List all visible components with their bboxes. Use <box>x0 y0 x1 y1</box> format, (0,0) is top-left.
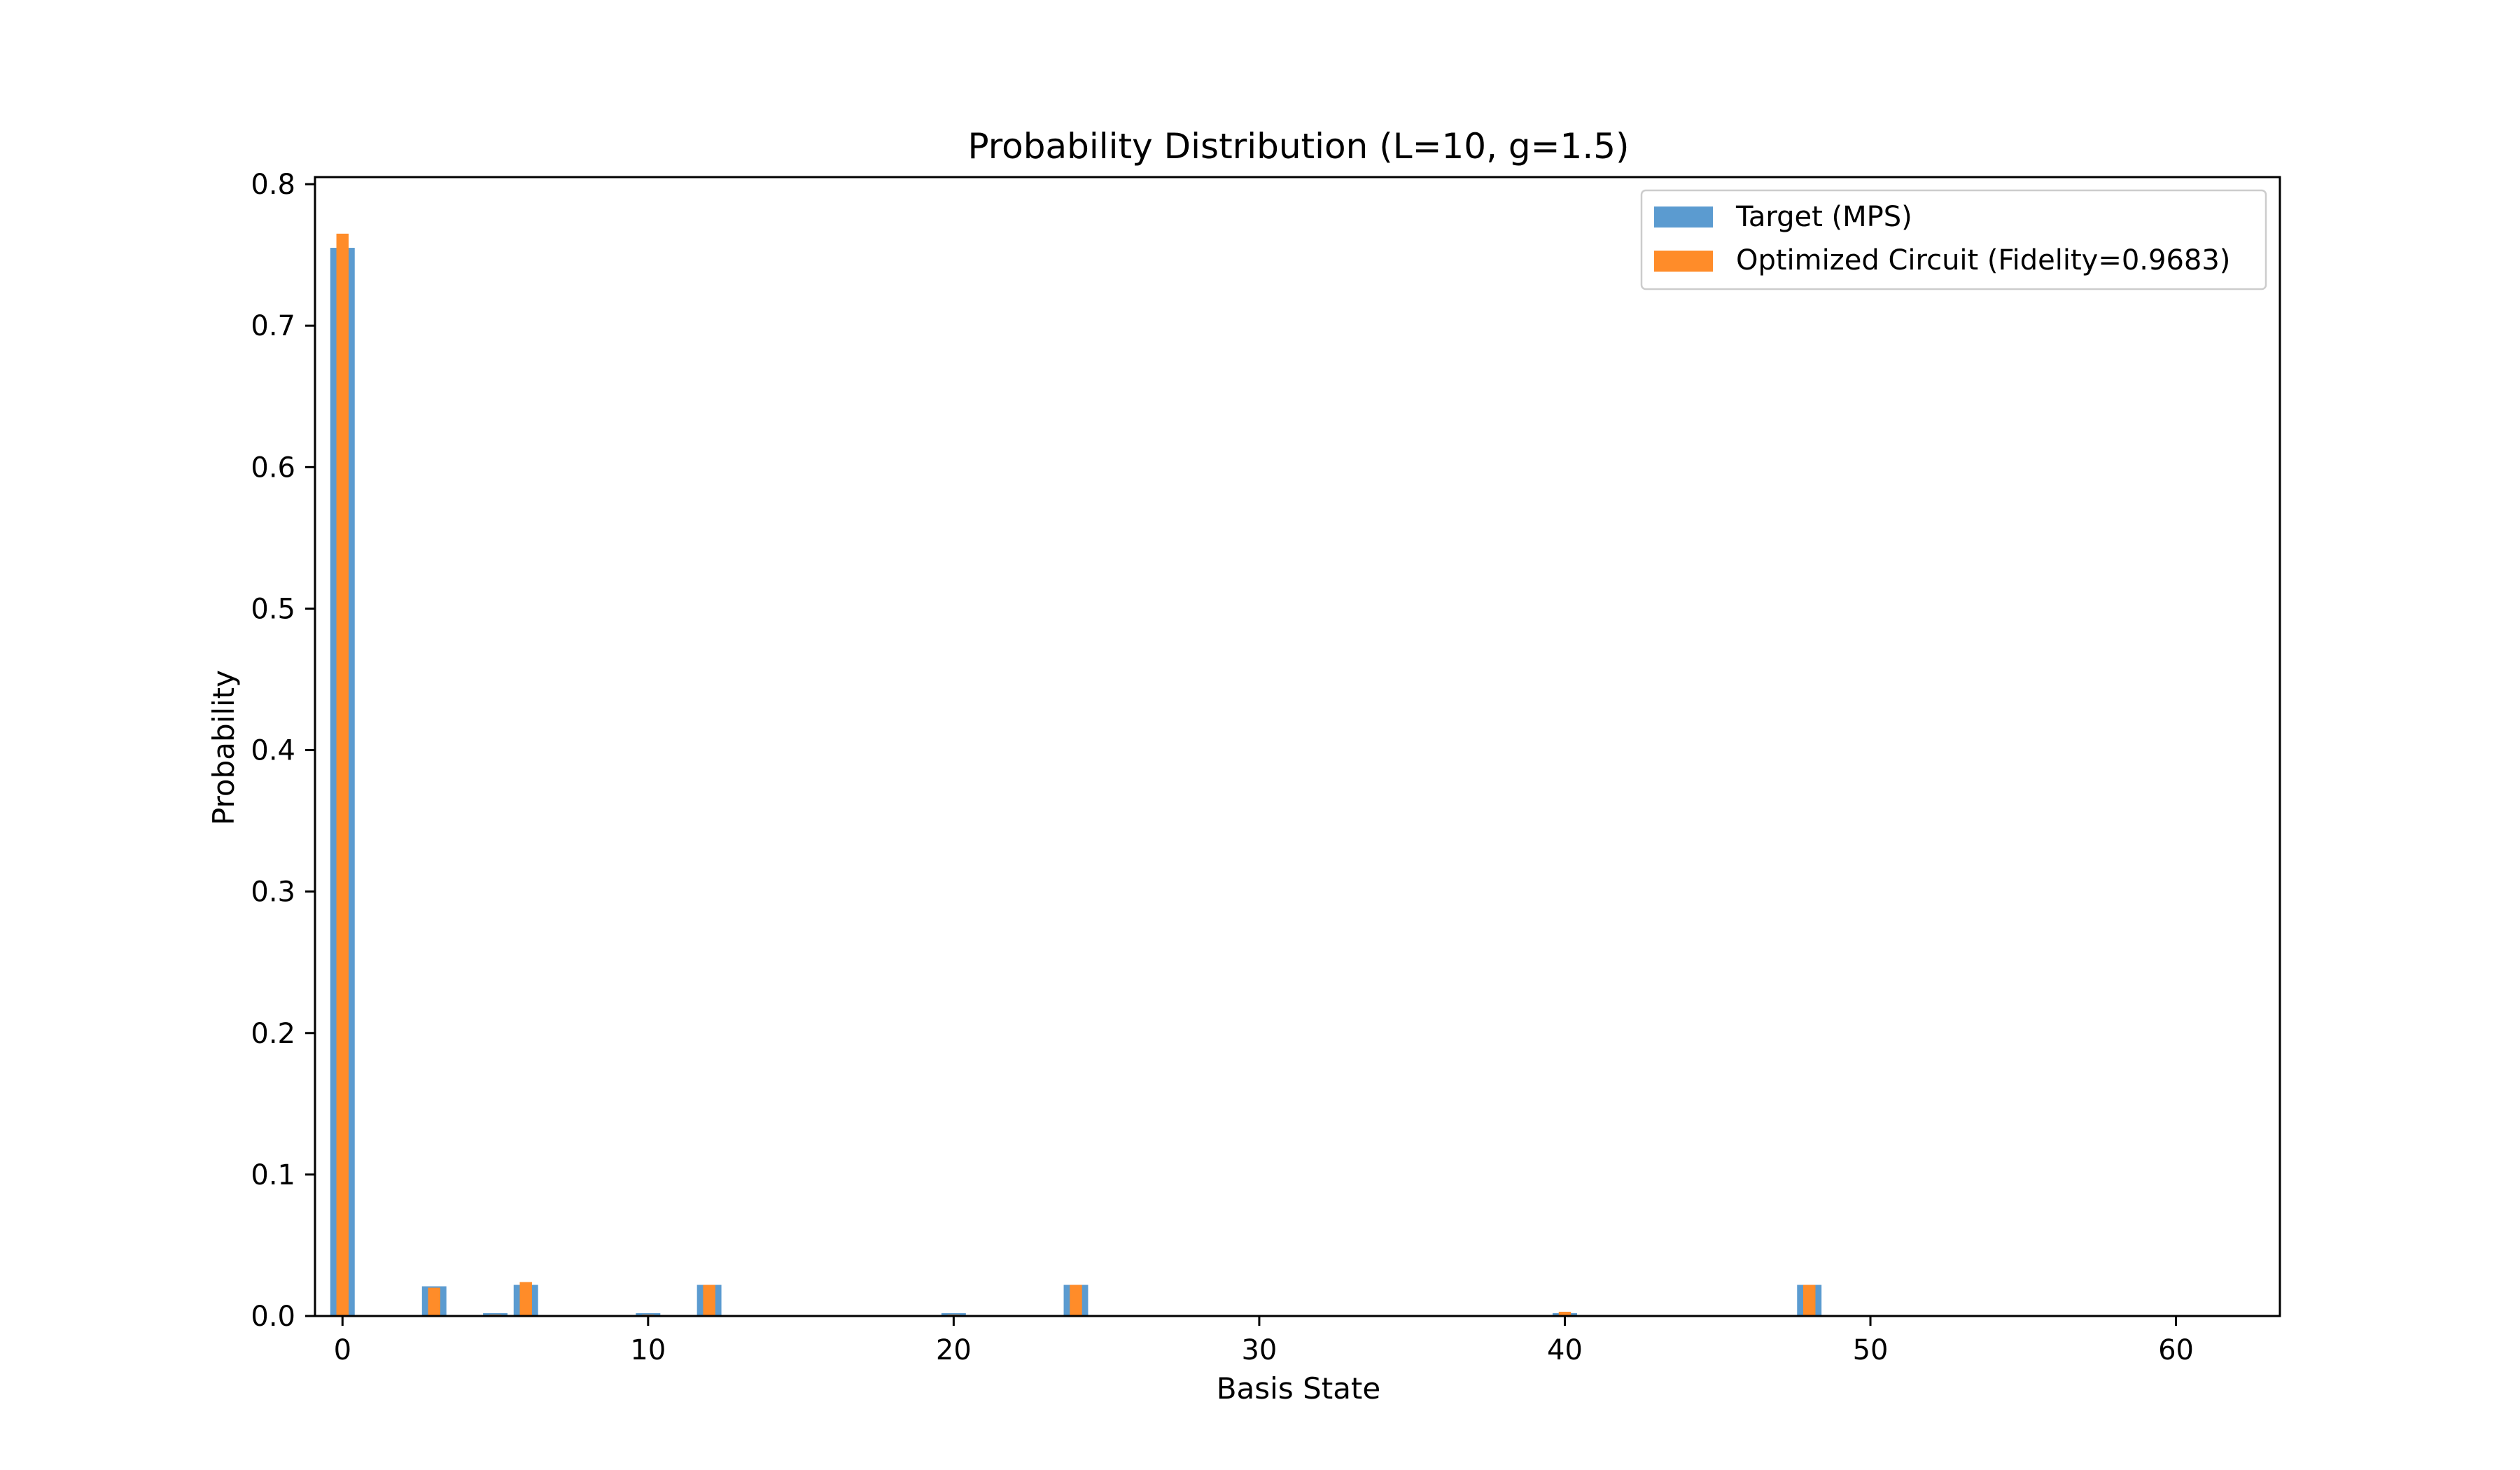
plot-area-frame <box>315 177 2280 1316</box>
y-tick-label: 0.2 <box>251 1018 295 1050</box>
x-tick-label: 0 <box>334 1334 351 1366</box>
optimized-bar-48 <box>1803 1285 1815 1316</box>
y-axis-ticks: 0.0 0.1 0.2 0.3 0.4 0.5 0.6 0.7 0.8 <box>251 169 315 1333</box>
x-tick-label: 10 <box>630 1334 666 1366</box>
y-tick-label: 0.7 <box>251 310 295 342</box>
legend-swatch-optimized <box>1654 251 1713 272</box>
y-tick-label: 0.6 <box>251 451 295 484</box>
chart-title: Probability Distribution (L=10, g=1.5) <box>967 126 1629 167</box>
optimized-bar-12 <box>703 1285 715 1316</box>
y-tick-label: 0.4 <box>251 735 295 767</box>
x-tick-label: 40 <box>1547 1334 1583 1366</box>
x-tick-label: 50 <box>1853 1334 1889 1366</box>
legend-swatch-target <box>1654 206 1713 227</box>
legend-label-target: Target (MPS) <box>1735 201 1912 233</box>
x-axis-ticks: 0 10 20 30 40 50 60 <box>334 1316 2194 1366</box>
optimized-bar-24 <box>1070 1285 1082 1316</box>
x-tick-label: 20 <box>936 1334 972 1366</box>
y-axis-title: Probability <box>206 670 241 825</box>
optimized-bar-6 <box>519 1282 531 1316</box>
y-tick-label: 0.1 <box>251 1159 295 1191</box>
y-tick-label: 0.3 <box>251 876 295 909</box>
optimized-bar-0 <box>337 234 349 1316</box>
y-tick-label: 0.0 <box>251 1301 295 1333</box>
y-tick-label: 0.5 <box>251 593 295 625</box>
x-axis-title: Basis State <box>1217 1371 1381 1406</box>
x-tick-label: 30 <box>1241 1334 1277 1366</box>
optimized-bar-3 <box>428 1288 440 1316</box>
legend: Target (MPS) Optimized Circuit (Fidelity… <box>1642 190 2266 289</box>
x-tick-label: 60 <box>2158 1334 2194 1366</box>
y-tick-label: 0.8 <box>251 169 295 201</box>
legend-label-optimized: Optimized Circuit (Fidelity=0.9683) <box>1736 244 2230 276</box>
bars-group <box>330 234 1821 1316</box>
